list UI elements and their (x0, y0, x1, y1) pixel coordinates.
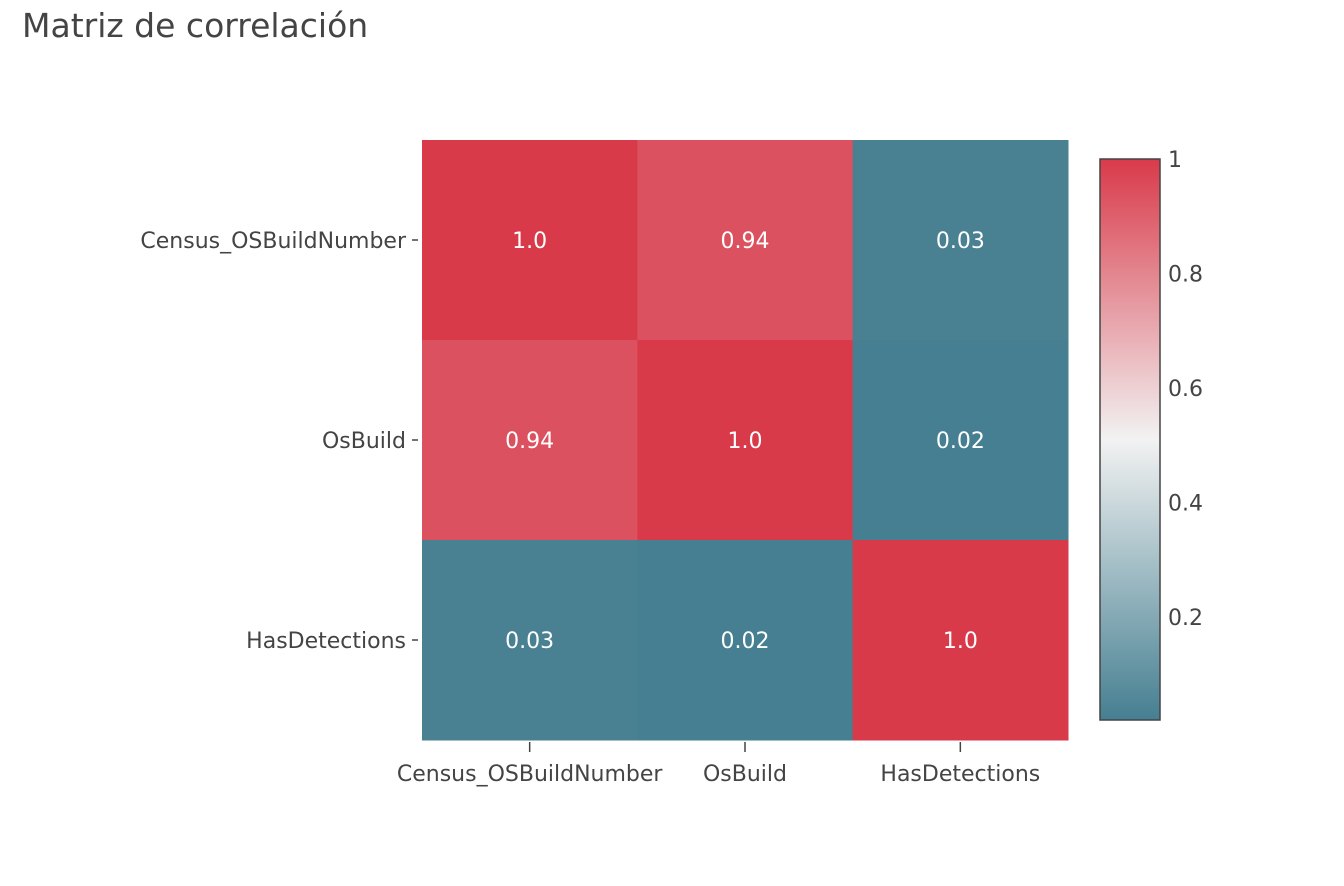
x-tick-label: HasDetections (880, 762, 1040, 787)
heatmap-cell (637, 340, 854, 541)
colorbar-tick-label: 0.4 (1168, 491, 1203, 516)
heatmap-cell (852, 140, 1069, 341)
x-tick-label: Census_OSBuildNumber (397, 762, 664, 787)
heatmap-cell (852, 340, 1069, 541)
y-tick-label: Census_OSBuildNumber (140, 229, 407, 254)
heatmap-cell (637, 140, 854, 341)
chart-title: Matriz de correlación (22, 6, 369, 45)
cell-value-label: 0.94 (721, 229, 770, 254)
cell-value-label: 1.0 (728, 429, 763, 454)
heatmap-cell (637, 540, 854, 741)
cell-value-label: 1.0 (512, 229, 547, 254)
colorbar-tick-label: 0.6 (1168, 377, 1203, 402)
cell-value-label: 0.94 (505, 429, 554, 454)
cell-value-label: 0.03 (936, 229, 985, 254)
heatmap-cell-labels: 1.0 0.94 0.03 0.94 1.0 0.02 0.03 0.02 1.0 (505, 229, 985, 654)
y-axis: Census_OSBuildNumber OsBuild HasDetections (140, 229, 418, 654)
colorbar-tick-label: 0.2 (1168, 606, 1203, 631)
colorbar-tick-label: 1 (1168, 148, 1182, 173)
cell-value-label: 0.02 (936, 429, 985, 454)
x-axis: Census_OSBuildNumber OsBuild HasDetections (397, 742, 1040, 787)
y-tick-label: OsBuild (322, 429, 406, 454)
cell-value-label: 0.02 (721, 629, 770, 654)
cell-value-label: 0.03 (505, 629, 554, 654)
colorbar-tick-label: 0.8 (1168, 262, 1203, 287)
y-tick-label: HasDetections (246, 629, 406, 654)
colorbar: 0.2 0.4 0.6 0.8 1 (1099, 148, 1203, 721)
heatmap-cell (422, 540, 638, 741)
heatmap-cells (422, 140, 1069, 741)
heatmap-cell (852, 540, 1069, 741)
heatmap-cell (422, 140, 638, 341)
heatmap-cell (422, 340, 638, 541)
x-tick-label: OsBuild (703, 762, 787, 787)
colorbar-gradient (1099, 158, 1161, 721)
cell-value-label: 1.0 (943, 629, 978, 654)
